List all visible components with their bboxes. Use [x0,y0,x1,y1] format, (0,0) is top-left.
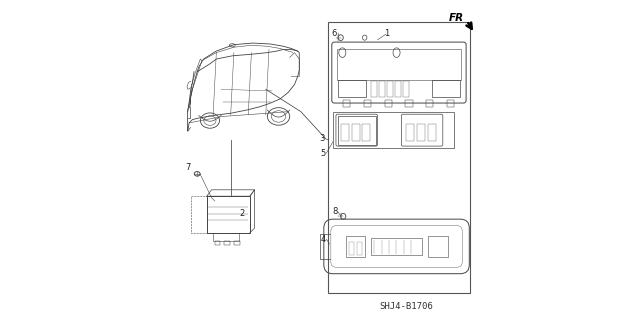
Text: SHJ4-B1706: SHJ4-B1706 [380,302,433,311]
Bar [428,236,447,257]
Bar [387,81,393,97]
Bar [431,80,460,97]
Text: 6: 6 [332,29,337,38]
Bar [371,238,422,255]
Bar [224,241,230,245]
Bar [395,81,401,97]
Bar [428,124,436,141]
Bar [343,100,350,107]
Bar [403,81,409,97]
Text: 3: 3 [320,134,325,143]
Bar [337,116,376,145]
Bar [371,81,377,97]
Bar [213,233,239,241]
Bar [351,124,360,141]
Bar [447,100,454,107]
Bar [362,124,371,141]
Bar [346,236,365,257]
Bar [379,81,385,97]
Bar [406,100,413,107]
Bar [426,100,433,107]
Text: 8: 8 [332,207,337,216]
Text: 2: 2 [239,209,244,218]
Bar [234,241,239,245]
Bar [337,49,461,80]
Text: 5: 5 [321,149,326,158]
Bar [333,112,454,148]
Bar [215,241,220,245]
Text: FR: FR [449,12,464,23]
Bar [356,242,362,255]
Bar [349,242,355,255]
Text: 4: 4 [321,235,326,244]
Bar [340,124,349,141]
Bar [328,22,470,293]
Bar [337,80,366,97]
Bar [406,124,414,141]
Bar [385,100,392,107]
Text: 7: 7 [185,163,190,172]
Text: 1: 1 [385,29,390,38]
Bar [207,196,250,233]
Bar [417,124,425,141]
Bar [364,100,371,107]
